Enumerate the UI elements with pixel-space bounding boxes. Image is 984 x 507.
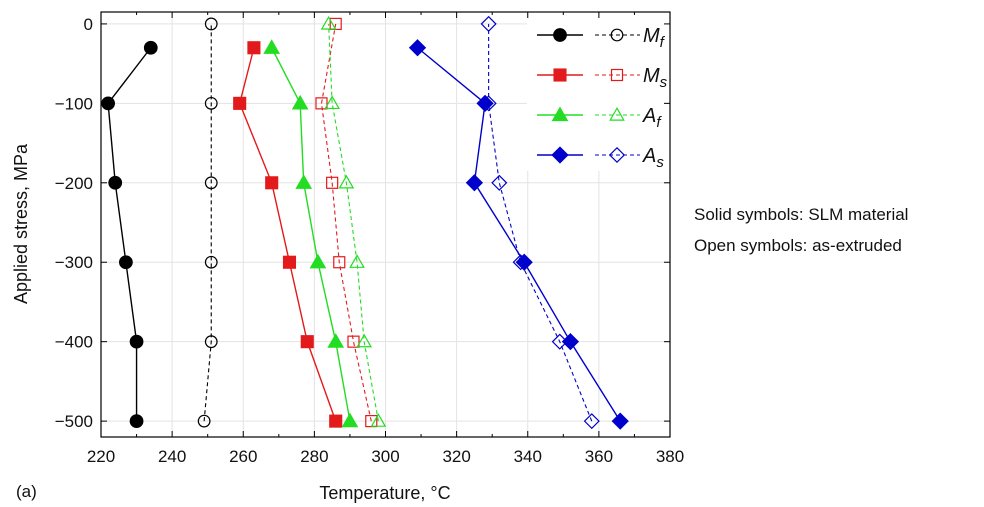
y-tick-label: −500 xyxy=(55,412,93,431)
data-point-Af_slm xyxy=(309,253,327,269)
legend-label: Mf xyxy=(643,25,666,51)
legend-marker-solid xyxy=(551,106,569,122)
panel-label: (a) xyxy=(16,482,37,501)
series-line-Af_ext xyxy=(328,23,379,422)
series-Mf_ext xyxy=(197,17,218,428)
series-Mf_slm xyxy=(101,40,158,428)
data-point-As_slm xyxy=(408,39,427,57)
x-tick-label: 220 xyxy=(87,447,115,466)
series-Af_slm xyxy=(263,39,359,428)
legend-marker-open xyxy=(610,68,624,82)
series-Ms_ext xyxy=(315,17,378,428)
legend-marker-solid xyxy=(553,28,567,42)
data-point-Ms_ext xyxy=(315,97,328,110)
data-point-Ms_slm xyxy=(329,414,343,428)
x-tick-label: 280 xyxy=(300,447,328,466)
series-line-As_slm xyxy=(417,47,621,422)
data-point-Ms_ext xyxy=(326,176,339,189)
y-tick-label: 0 xyxy=(84,15,93,34)
data-point-Af_ext xyxy=(370,413,387,427)
data-point-Af_slm xyxy=(327,333,345,348)
data-point-Af_ext xyxy=(349,254,365,268)
data-point-Mf_ext xyxy=(197,414,211,428)
data-point-Mf_ext xyxy=(204,17,218,31)
data-point-Ms_slm xyxy=(282,255,297,269)
series-line-Af_slm xyxy=(271,47,351,422)
data-point-Mf_slm xyxy=(129,334,144,349)
data-point-As_slm xyxy=(515,253,533,271)
data-point-Ms_slm xyxy=(300,335,314,349)
data-point-As_ext xyxy=(583,413,600,430)
data-point-Mf_slm xyxy=(108,175,123,190)
data-point-Ms_slm xyxy=(265,176,279,190)
data-point-Ms_slm xyxy=(247,41,261,55)
data-point-As_slm xyxy=(465,174,484,192)
x-tick-label: 380 xyxy=(656,447,684,466)
x-tick-label: 340 xyxy=(514,447,542,466)
x-axis-label: Temperature, °C xyxy=(319,483,450,503)
data-point-Ms_ext xyxy=(333,256,346,269)
x-tick-label: 300 xyxy=(371,447,399,466)
series-Ms_slm xyxy=(233,41,343,428)
data-point-Af_slm xyxy=(341,412,359,428)
series-Af_ext xyxy=(320,15,387,427)
legend-marker-solid xyxy=(553,68,567,82)
data-point-Af_ext xyxy=(356,333,372,348)
x-tick-label: 360 xyxy=(585,447,613,466)
y-tick-label: −200 xyxy=(55,174,93,193)
data-point-Mf_ext xyxy=(204,255,218,269)
open-symbols-note: Open symbols: as-extruded xyxy=(694,236,902,255)
series-layer xyxy=(101,15,629,430)
data-point-As_slm xyxy=(611,412,629,430)
series-line-As_ext xyxy=(488,23,593,422)
data-point-As_ext xyxy=(491,174,508,191)
data-point-Mf_ext xyxy=(204,96,218,110)
data-point-Af_slm xyxy=(263,39,281,54)
data-point-As_ext xyxy=(480,15,497,32)
legend-label: Ms xyxy=(643,65,668,91)
data-point-Af_ext xyxy=(338,174,355,189)
data-point-Af_ext xyxy=(324,95,340,110)
y-tick-label: −400 xyxy=(55,333,93,352)
data-point-Ms_slm xyxy=(233,96,247,110)
y-axis-label: Applied stress, MPa xyxy=(11,143,31,304)
series-line-Ms_slm xyxy=(238,47,337,422)
data-point-Mf_slm xyxy=(119,255,133,270)
legend-label: Af xyxy=(642,105,662,131)
x-tick-label: 240 xyxy=(158,447,186,466)
solid-symbols-note: Solid symbols: SLM material xyxy=(694,205,909,224)
data-point-Af_ext xyxy=(320,15,337,30)
series-line-Mf_ext xyxy=(203,23,212,422)
data-point-Ms_ext xyxy=(347,335,360,348)
x-tick-label: 320 xyxy=(442,447,470,466)
legend-marker-open xyxy=(609,106,625,121)
series-As_slm xyxy=(408,39,629,430)
y-tick-label: −100 xyxy=(55,94,93,113)
data-point-Mf_ext xyxy=(204,335,218,349)
legend-marker-open xyxy=(608,146,626,164)
axis-ticks: 220 240 260 280 300 320 340 360 380 0 −100 −200 −300… xyxy=(55,12,684,466)
data-point-Mf_ext xyxy=(204,176,218,190)
data-point-As_slm xyxy=(476,94,494,112)
y-tick-label: −300 xyxy=(55,253,93,272)
data-point-Mf_slm xyxy=(129,414,144,428)
data-point-As_slm xyxy=(561,333,580,351)
series-line-Ms_ext xyxy=(320,23,372,422)
legend-label: As xyxy=(642,145,664,171)
data-point-Mf_slm xyxy=(143,40,158,55)
data-point-Af_slm xyxy=(295,174,313,189)
data-point-Af_slm xyxy=(291,94,309,110)
legend: Mf Ms Af As xyxy=(527,16,668,171)
legend-marker-solid xyxy=(551,146,569,164)
legend-background xyxy=(527,16,667,171)
legend-marker-open xyxy=(610,28,624,42)
x-tick-label: 260 xyxy=(229,447,257,466)
series-line-Mf_slm xyxy=(107,47,152,422)
